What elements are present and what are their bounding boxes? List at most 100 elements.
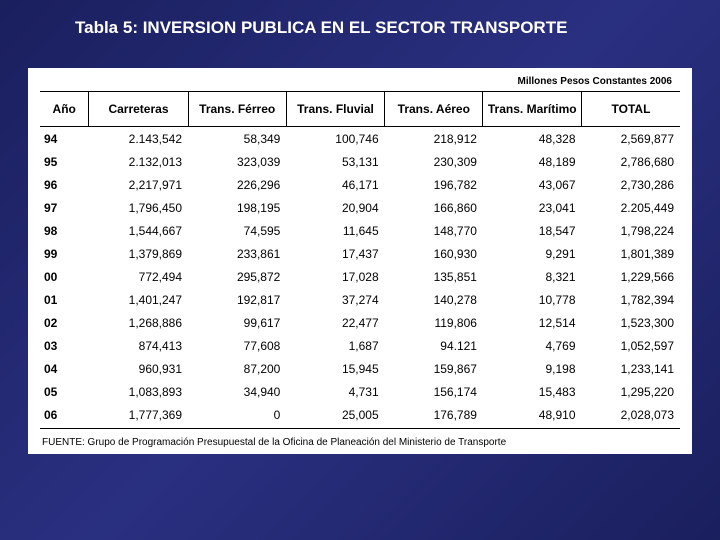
- table-cell: 2.205,449: [582, 196, 681, 219]
- table-cell: 20,904: [286, 196, 384, 219]
- table-cell: 148,770: [385, 219, 483, 242]
- table-cell: 03: [40, 334, 89, 357]
- table-cell: 1,379,869: [89, 242, 188, 265]
- table-cell: 05: [40, 380, 89, 403]
- table-cell: 9,198: [483, 357, 582, 380]
- table-cell: 772,494: [89, 265, 188, 288]
- table-cell: 1,782,394: [582, 288, 681, 311]
- table-cell: 230,309: [385, 150, 483, 173]
- table-cell: 119,806: [385, 311, 483, 334]
- table-cell: 0: [188, 403, 286, 428]
- table-cell: 1,777,369: [89, 403, 188, 428]
- table-cell: 1,401,247: [89, 288, 188, 311]
- table-cell: 218,912: [385, 127, 483, 151]
- table-cell: 23,041: [483, 196, 582, 219]
- data-table: Año Carreteras Trans. Férreo Trans. Fluv…: [40, 91, 680, 429]
- table-row: 991,379,869233,86117,437160,9309,2911,80…: [40, 242, 680, 265]
- table-cell: 135,851: [385, 265, 483, 288]
- table-row: 03874,41377,6081,68794.1214,7691,052,597: [40, 334, 680, 357]
- table-row: 942.143,54258,349100,746218,91248,3282,5…: [40, 127, 680, 151]
- table-cell: 874,413: [89, 334, 188, 357]
- header-row: Año Carreteras Trans. Férreo Trans. Fluv…: [40, 92, 680, 127]
- table-row: 971,796,450198,19520,904166,86023,0412.2…: [40, 196, 680, 219]
- table-cell: 2,786,680: [582, 150, 681, 173]
- table-row: 061,777,369025,005176,78948,9102,028,073: [40, 403, 680, 428]
- table-cell: 159,867: [385, 357, 483, 380]
- table-cell: 94.121: [385, 334, 483, 357]
- table-cell: 37,274: [286, 288, 384, 311]
- table-cell: 160,930: [385, 242, 483, 265]
- table-cell: 10,778: [483, 288, 582, 311]
- table-cell: 4,769: [483, 334, 582, 357]
- col-header: Año: [40, 92, 89, 127]
- table-cell: 22,477: [286, 311, 384, 334]
- table-cell: 46,171: [286, 173, 384, 196]
- table-cell: 11,645: [286, 219, 384, 242]
- table-cell: 96: [40, 173, 89, 196]
- table-cell: 17,028: [286, 265, 384, 288]
- table-cell: 2,569,877: [582, 127, 681, 151]
- table-cell: 00: [40, 265, 89, 288]
- table-cell: 48,328: [483, 127, 582, 151]
- table-cell: 34,940: [188, 380, 286, 403]
- table-row: 981,544,66774,59511,645148,77018,5471,79…: [40, 219, 680, 242]
- table-cell: 1,687: [286, 334, 384, 357]
- table-cell: 99,617: [188, 311, 286, 334]
- table-row: 952.132,013323,03953,131230,30948,1892,7…: [40, 150, 680, 173]
- table-cell: 17,437: [286, 242, 384, 265]
- table-cell: 4,731: [286, 380, 384, 403]
- table-cell: 02: [40, 311, 89, 334]
- table-cell: 99: [40, 242, 89, 265]
- table-cell: 192,817: [188, 288, 286, 311]
- table-cell: 9,291: [483, 242, 582, 265]
- table-cell: 1,295,220: [582, 380, 681, 403]
- table-subtitle: Millones Pesos Constantes 2006: [40, 76, 680, 91]
- page-title: Tabla 5: INVERSION PUBLICA EN EL SECTOR …: [0, 0, 720, 38]
- table-row: 00772,494295,87217,028135,8518,3211,229,…: [40, 265, 680, 288]
- table-cell: 95: [40, 150, 89, 173]
- table-cell: 2,730,286: [582, 173, 681, 196]
- table-cell: 1,544,667: [89, 219, 188, 242]
- col-header: Trans. Marítimo: [483, 92, 582, 127]
- col-header: Trans. Aéreo: [385, 92, 483, 127]
- table-cell: 74,595: [188, 219, 286, 242]
- table-row: 962,217,971226,29646,171196,78243,0672,7…: [40, 173, 680, 196]
- table-cell: 100,746: [286, 127, 384, 151]
- table-cell: 25,005: [286, 403, 384, 428]
- table-cell: 18,547: [483, 219, 582, 242]
- table-cell: 77,608: [188, 334, 286, 357]
- table-container: Millones Pesos Constantes 2006 Año Carre…: [28, 68, 692, 454]
- table-cell: 1,233,141: [582, 357, 681, 380]
- table-cell: 198,195: [188, 196, 286, 219]
- table-cell: 94: [40, 127, 89, 151]
- table-cell: 1,796,450: [89, 196, 188, 219]
- table-cell: 15,483: [483, 380, 582, 403]
- table-cell: 1,798,224: [582, 219, 681, 242]
- table-row: 04960,93187,20015,945159,8679,1981,233,1…: [40, 357, 680, 380]
- col-header: Trans. Fluvial: [286, 92, 384, 127]
- table-cell: 233,861: [188, 242, 286, 265]
- table-row: 021,268,88699,61722,477119,80612,5141,52…: [40, 311, 680, 334]
- table-cell: 48,189: [483, 150, 582, 173]
- table-cell: 295,872: [188, 265, 286, 288]
- table-cell: 43,067: [483, 173, 582, 196]
- col-header: Trans. Férreo: [188, 92, 286, 127]
- col-header: Carreteras: [89, 92, 188, 127]
- table-cell: 87,200: [188, 357, 286, 380]
- table-cell: 166,860: [385, 196, 483, 219]
- table-cell: 58,349: [188, 127, 286, 151]
- table-cell: 8,321: [483, 265, 582, 288]
- table-cell: 15,945: [286, 357, 384, 380]
- table-cell: 98: [40, 219, 89, 242]
- table-cell: 140,278: [385, 288, 483, 311]
- table-row: 051,083,89334,9404,731156,17415,4831,295…: [40, 380, 680, 403]
- table-cell: 1,083,893: [89, 380, 188, 403]
- table-cell: 01: [40, 288, 89, 311]
- table-cell: 156,174: [385, 380, 483, 403]
- table-cell: 1,801,389: [582, 242, 681, 265]
- table-cell: 1,052,597: [582, 334, 681, 357]
- table-cell: 2.132,013: [89, 150, 188, 173]
- table-cell: 196,782: [385, 173, 483, 196]
- table-cell: 48,910: [483, 403, 582, 428]
- table-cell: 1,229,566: [582, 265, 681, 288]
